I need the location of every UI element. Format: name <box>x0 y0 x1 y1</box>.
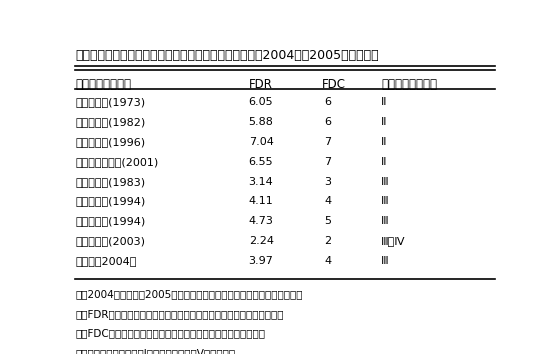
Text: ヒサワカバ(1994): ヒサワカバ(1994) <box>76 216 146 227</box>
Text: Ⅲ: Ⅲ <box>381 196 389 206</box>
Text: 6: 6 <box>325 97 331 107</box>
Text: ツユワカバ(1996): ツユワカバ(1996) <box>76 137 146 147</box>
Text: 従来法による群別：Ⅰ、暖地向け　～　Ⅴ、寒地向け: 従来法による群別：Ⅰ、暖地向け ～ Ⅴ、寒地向け <box>76 348 236 354</box>
Text: 表　アルファルファ国内育成品種の秋季休眠性と群別（2004年～2005年の平均）: 表 アルファルファ国内育成品種の秋季休眠性と群別（2004年～2005年の平均） <box>76 49 379 62</box>
Text: 3: 3 <box>325 177 331 187</box>
Text: 4.73: 4.73 <box>248 216 274 227</box>
Text: 3.14: 3.14 <box>248 177 273 187</box>
Text: Ⅱ: Ⅱ <box>381 97 387 107</box>
Text: 3.97: 3.97 <box>248 256 274 266</box>
Text: 注）2004年は札幌、2005年は札幌、芽室、紋別で秋季休眠性を評価した: 注）2004年は札幌、2005年は札幌、芽室、紋別で秋季休眠性を評価した <box>76 289 303 299</box>
Text: 2: 2 <box>324 236 331 246</box>
Text: Ⅱ: Ⅱ <box>381 157 387 167</box>
Text: タチワカバ(1982): タチワカバ(1982) <box>76 117 146 127</box>
Text: ナツワカバ(1973): ナツワカバ(1973) <box>76 97 146 107</box>
Text: ネオタチワカバ(2001): ネオタチワカバ(2001) <box>76 157 158 167</box>
Text: 7: 7 <box>324 157 331 167</box>
Text: FDC：アルファルファ証明種子協会で用いられている分類値: FDC：アルファルファ証明種子協会で用いられている分類値 <box>76 329 266 338</box>
Text: 7.04: 7.04 <box>248 137 274 147</box>
Text: Ⅲ: Ⅲ <box>381 256 389 266</box>
Text: Ⅱ: Ⅱ <box>381 117 387 127</box>
Text: マキワカバ(1994): マキワカバ(1994) <box>76 196 146 206</box>
Text: 7: 7 <box>324 137 331 147</box>
Text: ケレス（2004）: ケレス（2004） <box>76 256 137 266</box>
Text: FDR: FDR <box>248 78 273 91</box>
Text: キタワカバ(1983): キタワカバ(1983) <box>76 177 146 187</box>
Text: 5.88: 5.88 <box>248 117 274 127</box>
Text: FDC: FDC <box>321 78 346 91</box>
Text: 4: 4 <box>324 196 331 206</box>
Text: Ⅲ: Ⅲ <box>381 177 389 187</box>
Text: 6.05: 6.05 <box>248 97 273 107</box>
Text: 4: 4 <box>324 256 331 266</box>
Text: FDR：カリフォルニア大学の標準品種の回帰式により導いた計算値: FDR：カリフォルニア大学の標準品種の回帰式により導いた計算値 <box>76 309 284 319</box>
Text: Ⅱ: Ⅱ <box>381 137 387 147</box>
Text: 6.55: 6.55 <box>248 157 273 167</box>
Text: 品種名（育成年）: 品種名（育成年） <box>76 78 131 91</box>
Text: 4.11: 4.11 <box>248 196 273 206</box>
Text: 従来法による群別: 従来法による群別 <box>381 78 437 91</box>
Text: ハルワカバ(2003): ハルワカバ(2003) <box>76 236 145 246</box>
Text: 2.24: 2.24 <box>248 236 274 246</box>
Text: 6: 6 <box>325 117 331 127</box>
Text: Ⅲ～Ⅳ: Ⅲ～Ⅳ <box>381 236 406 246</box>
Text: 5: 5 <box>325 216 331 227</box>
Text: Ⅲ: Ⅲ <box>381 216 389 227</box>
